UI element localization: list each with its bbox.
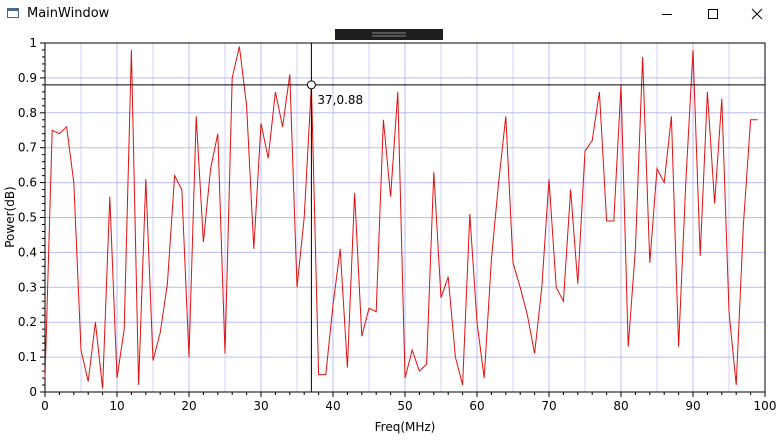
x-tick-label: 70 (541, 399, 556, 413)
y-tick-label: 1 (29, 36, 37, 50)
x-tick-label: 0 (41, 399, 49, 413)
x-tick-label: 80 (613, 399, 628, 413)
x-tick-label: 50 (397, 399, 412, 413)
title-bar[interactable]: MainWindow (0, 0, 780, 28)
close-button[interactable] (734, 0, 780, 28)
y-tick-label: 0.6 (18, 176, 37, 190)
y-tick-label: 0.7 (18, 141, 37, 155)
series-line (44, 46, 758, 389)
y-tick-label: 0.5 (18, 211, 37, 225)
crosshair-cursor[interactable]: 37,0.88 (45, 43, 765, 392)
x-tick-label: 20 (181, 399, 196, 413)
x-tick-label: 10 (109, 399, 124, 413)
y-tick-label: 0.3 (18, 280, 37, 294)
axis-ticks: 0 10 20 30 40 50 60 70 80 90 100 0 0.1 0.2 0.3 0.4 0.5 0.… (18, 36, 777, 413)
maximize-button[interactable] (690, 0, 736, 28)
y-axis-label: Power(dB) (3, 186, 17, 248)
x-tick-label: 60 (469, 399, 484, 413)
cursor-readout: 37,0.88 (317, 93, 363, 107)
y-tick-label: 0 (29, 385, 37, 399)
grid (45, 43, 765, 392)
y-tick-label: 0.2 (18, 315, 37, 329)
cursor-marker[interactable] (306, 80, 316, 90)
y-tick-label: 0.8 (18, 106, 37, 120)
window-title: MainWindow (27, 6, 110, 21)
x-tick-label: 40 (325, 399, 340, 413)
minimize-button[interactable] (644, 0, 690, 28)
maximize-icon (708, 9, 718, 19)
y-tick-label: 0.1 (18, 350, 37, 364)
x-tick-label: 100 (754, 399, 777, 413)
x-tick-label: 30 (253, 399, 268, 413)
x-tick-label: 90 (685, 399, 700, 413)
app-icon (7, 8, 19, 18)
toolbar-drag-handle[interactable] (335, 29, 443, 40)
y-tick-label: 0.9 (18, 71, 37, 85)
y-tick-label: 0.4 (18, 245, 37, 259)
minimize-icon (662, 14, 672, 15)
chart[interactable]: 0 10 20 30 40 50 60 70 80 90 100 0 0.1 0.2 0.3 0.4 0.5 0.… (0, 28, 780, 442)
x-axis-label: Freq(MHz) (375, 420, 436, 434)
close-icon (751, 8, 763, 20)
